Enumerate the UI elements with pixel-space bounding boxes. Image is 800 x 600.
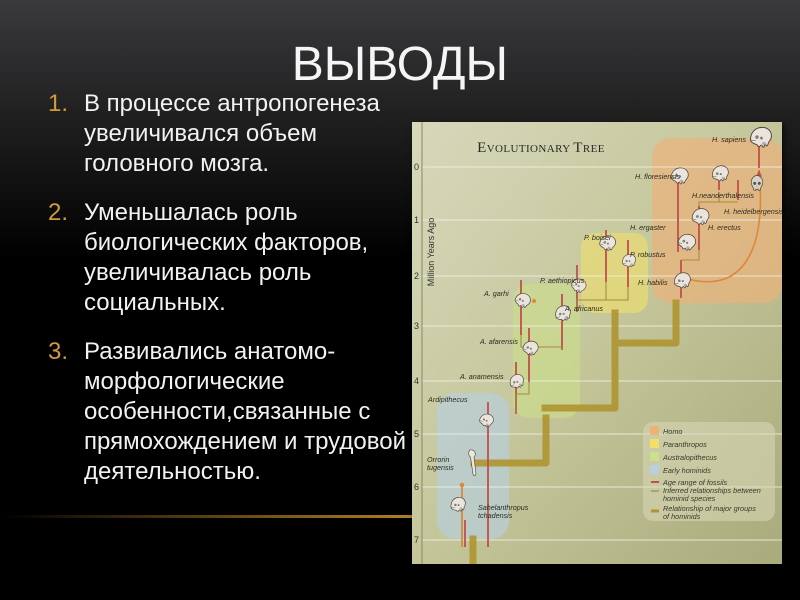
svg-text:P. robustus: P. robustus bbox=[630, 250, 666, 259]
svg-text:6: 6 bbox=[414, 482, 419, 492]
svg-text:H. floresiensis: H. floresiensis bbox=[635, 172, 681, 181]
svg-text:P. boisei: P. boisei bbox=[584, 233, 611, 242]
svg-text:A. afarensis: A. afarensis bbox=[479, 337, 518, 346]
svg-text:7: 7 bbox=[414, 535, 419, 545]
svg-text:H.neanderthalensis: H.neanderthalensis bbox=[692, 191, 754, 200]
svg-text:H. heidelbergensis: H. heidelbergensis bbox=[724, 207, 782, 216]
svg-text:1: 1 bbox=[414, 215, 419, 225]
svg-text:P. aethiopicus: P. aethiopicus bbox=[540, 276, 585, 285]
svg-text:Early hominids: Early hominids bbox=[663, 466, 711, 475]
svg-text:A. africanus: A. africanus bbox=[564, 304, 603, 313]
svg-text:H. habilis: H. habilis bbox=[638, 278, 668, 287]
svg-text:H. ergaster: H. ergaster bbox=[630, 223, 666, 232]
svg-text:tugensis: tugensis bbox=[427, 463, 454, 472]
svg-text:Million Years Ago: Million Years Ago bbox=[426, 218, 436, 287]
svg-text:Australopithecus: Australopithecus bbox=[662, 453, 717, 462]
svg-text:Homo: Homo bbox=[663, 427, 682, 436]
svg-text:of hominids: of hominids bbox=[663, 512, 701, 521]
svg-text:tchadensis: tchadensis bbox=[478, 511, 513, 520]
svg-text:hominid species: hominid species bbox=[663, 494, 716, 503]
svg-text:3: 3 bbox=[414, 321, 419, 331]
svg-text:4: 4 bbox=[414, 376, 419, 386]
svg-text:Ardipithecus: Ardipithecus bbox=[427, 395, 468, 404]
svg-text:EVOLUTIONARY TREE: EVOLUTIONARY TREE bbox=[477, 140, 605, 156]
svg-text:A. garhi: A. garhi bbox=[483, 289, 509, 298]
svg-text:0: 0 bbox=[414, 162, 419, 172]
svg-text:2: 2 bbox=[414, 271, 419, 281]
svg-text:H. sapiens: H. sapiens bbox=[712, 135, 746, 144]
svg-text:5: 5 bbox=[414, 429, 419, 439]
svg-text:A. anamensis: A. anamensis bbox=[459, 372, 504, 381]
svg-text:Paranthropos: Paranthropos bbox=[663, 440, 707, 449]
svg-text:H. erectus: H. erectus bbox=[708, 223, 741, 232]
